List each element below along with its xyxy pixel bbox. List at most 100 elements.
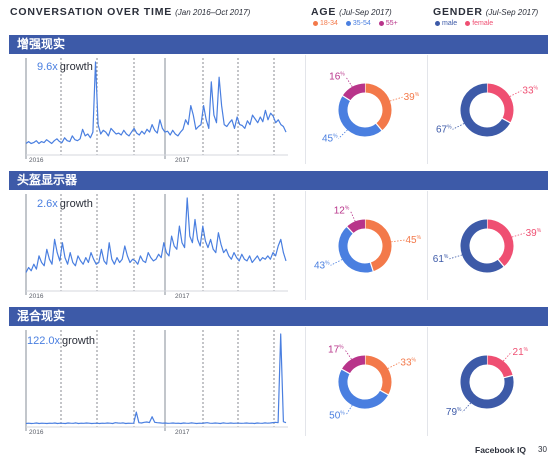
- percent-sign: %: [415, 92, 420, 98]
- donut-slice: [460, 219, 504, 273]
- label-leader: [389, 96, 403, 102]
- donut-slice: [460, 355, 514, 409]
- data-label: 33%: [522, 86, 538, 97]
- donut-slice: [486, 83, 514, 123]
- section-bar-hmd: 头盔显示器: [9, 171, 548, 190]
- slice-separator: [379, 389, 390, 396]
- series-line: [25, 333, 287, 425]
- data-label: 39%: [526, 228, 542, 239]
- donut-slice: [486, 355, 513, 378]
- legend-label: 18-34: [320, 20, 338, 27]
- donut-slice: [341, 355, 366, 374]
- percent-sign: %: [457, 407, 462, 413]
- age-legend-item: 18-34: [313, 20, 338, 27]
- legend-swatch: [345, 21, 351, 26]
- age-heading-text: AGE: [311, 6, 337, 18]
- slice-separator: [502, 374, 514, 379]
- label-leader: [338, 129, 348, 139]
- legend-swatch: [313, 21, 318, 26]
- label-leader: [387, 362, 400, 369]
- data-label: 16%: [329, 72, 345, 83]
- report-subtitle: (Jan 2016–Oct 2017): [175, 8, 251, 17]
- age-heading: AGE (Jul-Sep 2017): [311, 6, 392, 18]
- label-leader: [509, 90, 522, 97]
- series-line: [25, 197, 287, 273]
- line-chart-mr: 2016 2017: [25, 330, 288, 436]
- donut-slice: [338, 369, 389, 409]
- page-number: 30: [538, 445, 547, 454]
- percent-sign: %: [412, 358, 417, 364]
- slice-separator: [497, 258, 505, 268]
- growth-word: growth: [59, 61, 93, 73]
- donut-slice: [486, 219, 514, 267]
- line-chart-ar: 2016 2017: [25, 58, 288, 164]
- slice-separator: [375, 122, 383, 132]
- label-leader: [349, 210, 356, 222]
- divider: [305, 191, 306, 300]
- data-label: 12%: [334, 206, 350, 217]
- gender-legend-item: female: [465, 20, 493, 27]
- divider: [305, 55, 306, 164]
- percent-sign: %: [444, 254, 449, 260]
- label-leader: [330, 259, 343, 266]
- legend-label: female: [472, 20, 494, 27]
- donut-slice: [460, 83, 511, 137]
- divider: [427, 191, 428, 300]
- slice-separator: [369, 261, 375, 273]
- slice-separator: [501, 117, 512, 124]
- x-tick-label: 2016: [29, 157, 44, 164]
- percent-sign: %: [340, 410, 345, 416]
- donut-slice: [346, 219, 366, 234]
- age-legend-item: 55+: [378, 20, 398, 27]
- percent-sign: %: [345, 206, 350, 212]
- donut-slice: [364, 219, 392, 272]
- percent-sign: %: [325, 260, 330, 266]
- label-leader: [344, 349, 352, 360]
- percent-sign: %: [534, 86, 539, 92]
- age-legend: 18-34 35-54 55+: [313, 20, 398, 27]
- growth-value: 9.6x: [37, 61, 58, 73]
- data-label: 45%: [406, 235, 422, 246]
- section-bar-ar: 增强现实: [9, 35, 548, 54]
- x-tick-label: 2017: [175, 429, 190, 436]
- x-tick-label: 2016: [29, 293, 44, 300]
- slice-separator: [340, 368, 351, 375]
- data-label: 39%: [404, 92, 420, 103]
- donut-slice: [338, 95, 382, 137]
- age-heading-subtitle: (Jul-Sep 2017): [339, 8, 392, 17]
- divider: [305, 327, 306, 436]
- data-label: 43%: [314, 260, 330, 271]
- gender-heading-text: GENDER: [433, 6, 483, 18]
- data-label: 50%: [329, 410, 345, 421]
- percent-sign: %: [340, 72, 345, 78]
- label-leader: [511, 232, 525, 238]
- x-tick-label: 2017: [175, 293, 190, 300]
- growth-word: growth: [59, 198, 93, 210]
- growth-value: 2.6x: [37, 198, 58, 210]
- slice-separator: [345, 225, 355, 235]
- data-label: 21%: [513, 347, 529, 358]
- label-leader: [462, 402, 472, 413]
- report-title: CONVERSATION OVER TIME (Jan 2016–Oct 2017…: [10, 6, 250, 18]
- percent-sign: %: [339, 344, 344, 350]
- growth-label: 2.6x growth: [37, 198, 93, 210]
- donut-slice: [364, 83, 392, 131]
- x-tick-label: 2017: [175, 157, 190, 164]
- footer-brand: Facebook IQ: [475, 445, 527, 455]
- label-leader: [452, 123, 465, 130]
- data-label: 45%: [322, 134, 338, 145]
- age-legend-item: 35-54: [345, 20, 371, 27]
- gender-heading-subtitle: (Jul-Sep 2017): [485, 8, 539, 17]
- series-line: [25, 61, 287, 145]
- data-label: 17%: [328, 344, 344, 355]
- data-label: 33%: [400, 358, 416, 369]
- legend-label: 55+: [385, 20, 398, 27]
- growth-label: 122.0x growth: [27, 335, 95, 347]
- percent-sign: %: [447, 124, 452, 130]
- percent-sign: %: [524, 347, 529, 353]
- donut-slice: [338, 226, 374, 273]
- label-leader: [502, 351, 512, 362]
- gender-legend-item: male: [435, 20, 457, 27]
- line-chart-hmd: 2016 2017: [25, 194, 288, 300]
